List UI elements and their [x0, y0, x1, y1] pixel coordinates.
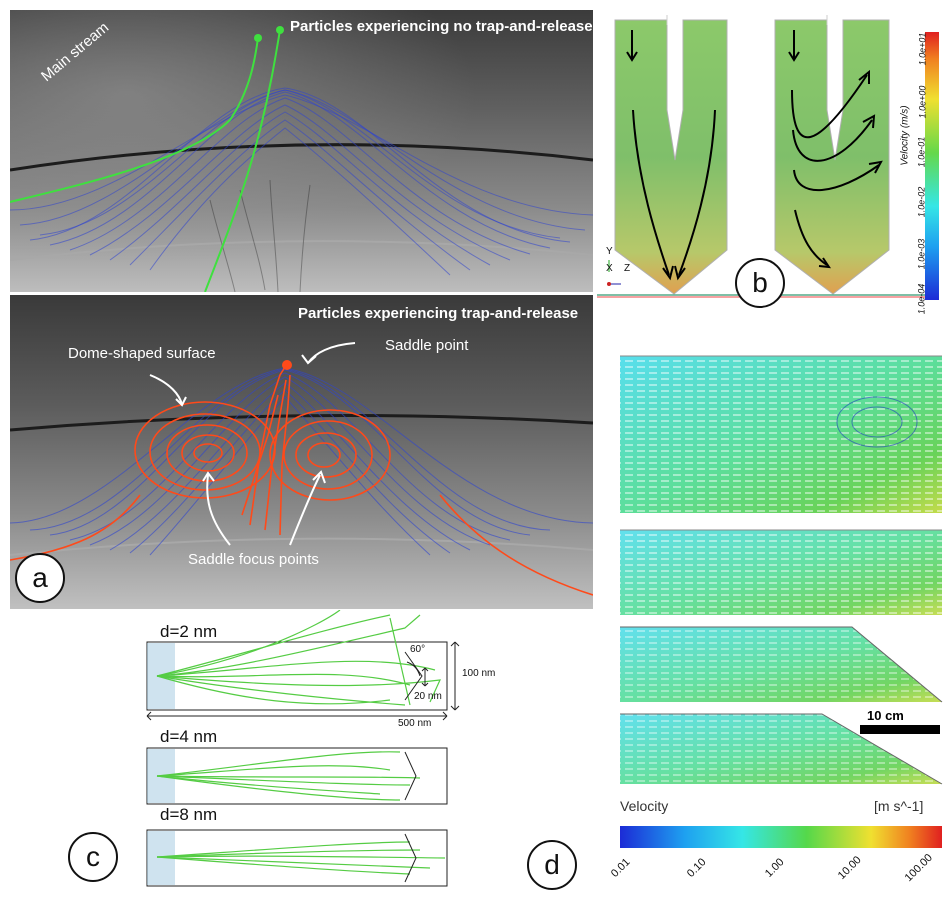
focus-arrow-left [206, 474, 231, 546]
panel-c-letter: c [68, 832, 118, 882]
saddle-focus-label: Saddle focus points [188, 551, 319, 568]
dome-streamlines-bottom [10, 342, 593, 596]
saddle-point-marker [282, 360, 292, 370]
d4-label: d=4 nm [160, 727, 218, 746]
colorbar-b [925, 32, 939, 300]
colorbar-ticks: 1.0e+01 1.0e+00 1.0e-01 1.0e-02 1.0e-03 … [910, 32, 927, 315]
d2-label: d=2 nm [160, 622, 218, 641]
height-label: 100 nm [462, 668, 496, 679]
panel-d-letter: d [527, 840, 577, 890]
green-particle-path-1 [10, 37, 259, 203]
scale-bar [860, 725, 940, 734]
colorbar-tick-1: 1.0e+00 [917, 85, 928, 119]
axis-z-label: Z [624, 263, 631, 274]
velocity-field-b [597, 15, 939, 300]
green-particle-path-2 [204, 29, 281, 292]
axis-y-label: Y [606, 246, 613, 257]
red-trap-paths [10, 366, 593, 596]
no-trap-title: Particles experiencing no trap-and-relea… [290, 18, 593, 35]
velocity-label: Velocity [620, 798, 669, 814]
panel-c: d=2 nm d=4 nm d=8 nm [60, 610, 580, 895]
panel-a-bottom: Particles experiencing trap-and-release … [10, 295, 593, 609]
colorbar-d [620, 826, 942, 848]
colorbar-tick-2: 1.0e-01 [916, 136, 927, 168]
scale-label: 10 cm [867, 708, 904, 723]
panel-b-letter: b [735, 258, 785, 308]
panel-d: 10 cm Velocity [m s^-1] 0.01 0.10 1.00 1… [609, 352, 947, 895]
dome-label: Dome-shaped surface [68, 345, 216, 362]
trap-title: Particles experiencing trap-and-release [298, 305, 579, 322]
gap-label: 20 nm [414, 691, 442, 702]
angle-label: 60° [410, 644, 426, 655]
colorbar-tick-5: 1.0e-04 [916, 283, 927, 315]
length-label: 500 nm [398, 718, 432, 729]
panel-b: Y X Z b 1.0e+01 1.0e+00 1.0e-01 1.0e-02 … [597, 10, 947, 315]
d8-label: d=8 nm [160, 805, 218, 824]
colorbar-label: Velocity (m/s) [899, 105, 911, 166]
saddle-point-label: Saddle point [385, 337, 469, 354]
dome-arrow [149, 374, 183, 406]
saddle-point-arrow [307, 342, 356, 364]
velocity-field-d [620, 355, 943, 848]
colorbar-tick-4: 1.0e-03 [916, 238, 927, 270]
axis-x-label: X [606, 263, 613, 274]
panel-a-letter: a [15, 553, 65, 603]
nano-channel-trajectories [146, 610, 460, 887]
colorbar-tick-3: 1.0e-02 [916, 186, 927, 218]
colorbar-tick-0: 1.0e+01 [917, 32, 928, 66]
units-label: [m s^-1] [874, 798, 924, 814]
focus-arrow-right [289, 474, 321, 546]
panel-a-top: Particles experiencing no trap-and-relea… [10, 10, 593, 292]
dome-streamlines-top [10, 10, 593, 292]
